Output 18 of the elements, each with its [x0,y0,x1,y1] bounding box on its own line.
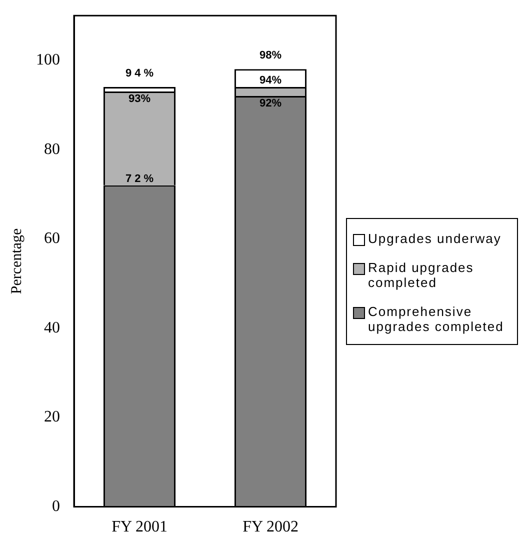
annotation: 9 4 % [125,68,154,80]
annotation: 93% [128,93,151,106]
y-axis-title: Percentage [8,228,25,294]
x-tick-label: FY 2002 [242,518,298,536]
y-tick-label: 80 [44,140,60,158]
y-tick-label: 0 [52,498,60,516]
y-tick-label: 100 [36,51,60,68]
legend-label: Comprehensive upgrades completed [368,304,505,334]
annotation: 92% [259,98,282,110]
annotation: 98% [259,50,282,62]
x-tick-label: FY 2001 [112,518,168,536]
y-tick-label: 40 [44,319,60,336]
annotation: 7 2 % [125,172,154,185]
y-tick-label: 60 [44,230,60,248]
annotation: 94% [259,74,282,87]
legend-label: Rapid upgrades completed [368,260,475,290]
text: Upgrades underway [368,231,502,246]
y-tick-label: 20 [44,408,60,426]
